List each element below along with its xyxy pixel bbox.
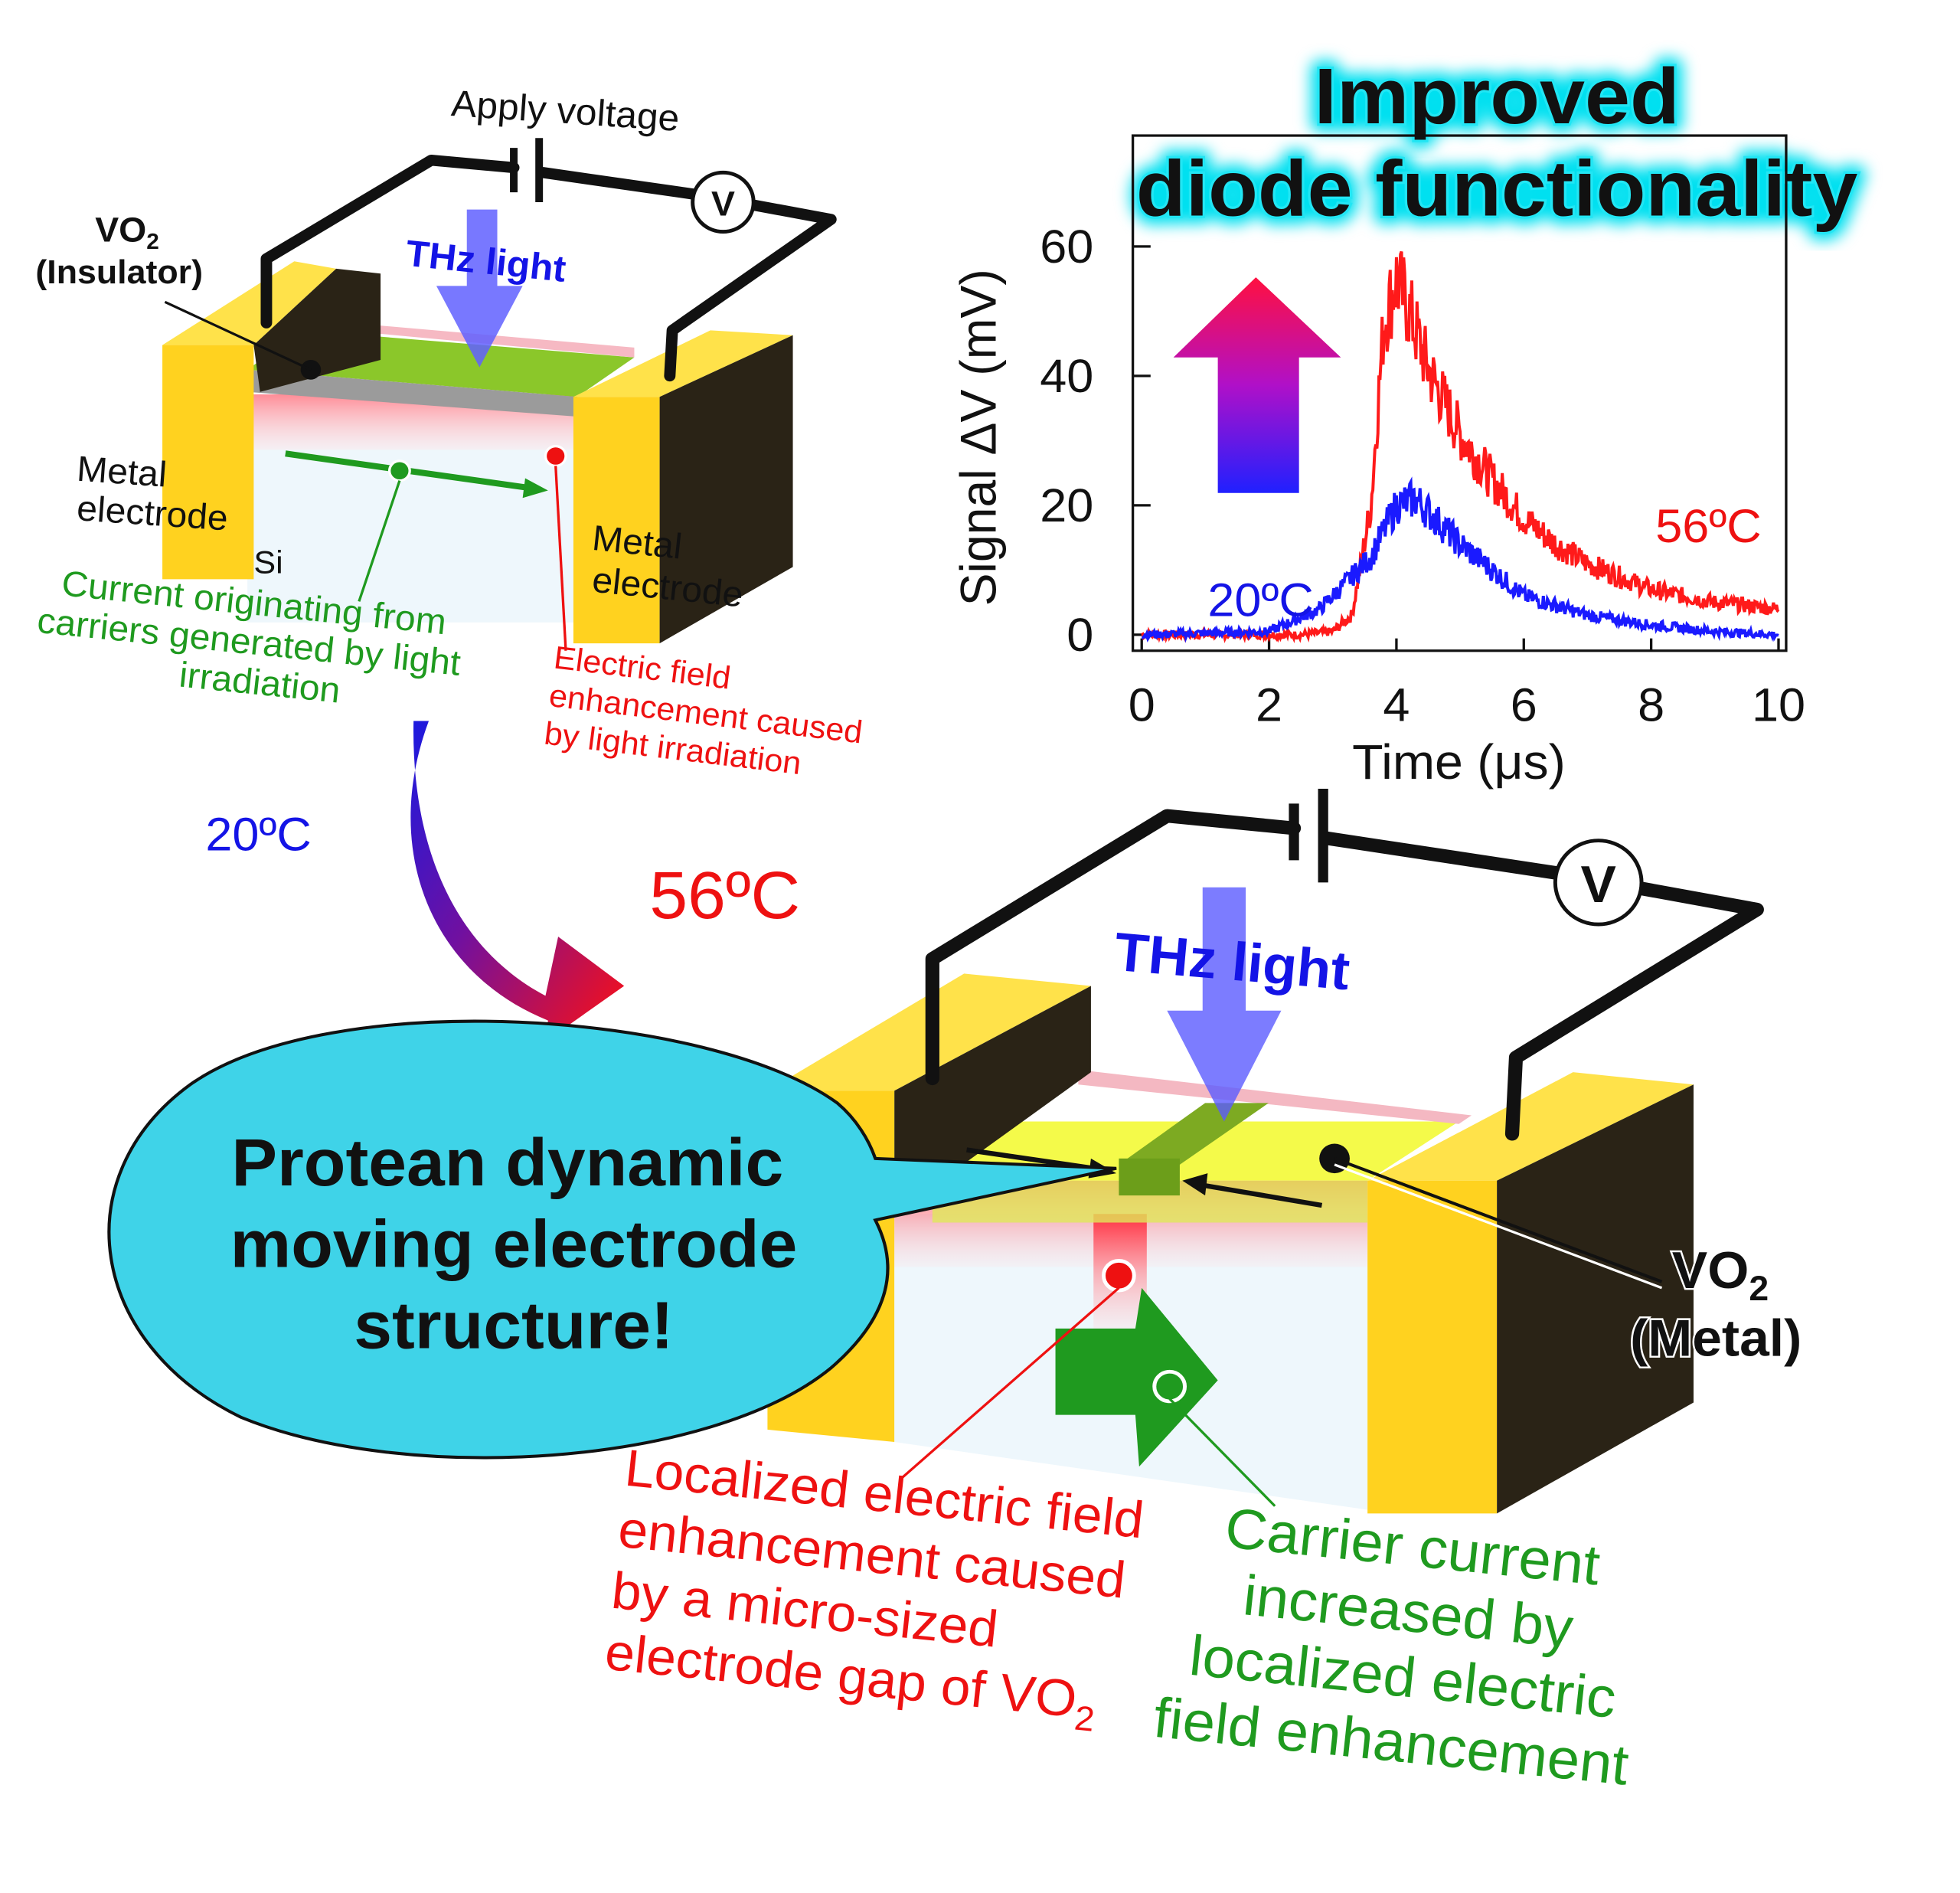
chart-xlabel: Time (μs) — [1352, 734, 1566, 790]
bottom-insulating-gap — [1119, 1103, 1269, 1165]
title-line2: diode functionality — [1136, 145, 1857, 233]
chart-y-tick-label: 60 — [1040, 221, 1093, 273]
top-green-dot — [388, 459, 411, 482]
bottom-circuit-wire — [925, 809, 1302, 1086]
callout-bubble — [107, 1019, 1117, 1460]
chart-ylabel: Signal ΔV (mV) — [950, 269, 1007, 606]
chart-y-tick-label: 0 — [1067, 610, 1093, 662]
chart-x-tick-label: 10 — [1752, 679, 1805, 731]
top-red-leader — [554, 466, 567, 651]
top-red-dot — [544, 444, 567, 467]
legend-20c: 20ºC — [1207, 575, 1313, 627]
bottom-voltmeter-label: V — [1580, 855, 1616, 914]
top-metal-right-line1: Metal — [590, 518, 684, 567]
bottom-left-electrode-side — [894, 986, 1091, 1215]
bottom-voltmeter-circle — [1553, 839, 1644, 927]
top-vo2-leader — [164, 300, 312, 371]
callout-line3: structure! — [354, 1288, 674, 1363]
bottom-right-electrode-side — [1497, 1084, 1694, 1514]
top-vo2-film-edge — [247, 369, 577, 417]
chart-x-tick-label: 2 — [1256, 679, 1282, 731]
title: Improved Improved diode functionality di… — [1127, 44, 1866, 242]
temperature-transition-arrow — [410, 721, 625, 1041]
bottom-right-inward-head — [1182, 1173, 1208, 1196]
temp-low-label: 20ºC — [205, 809, 311, 861]
bottom-device: V THz light Protean dynamic moving elect… — [107, 789, 1804, 1797]
top-current-arrow-head — [522, 478, 548, 499]
temp-high-label: 56ºC — [649, 858, 800, 933]
top-right-electrode-front — [573, 397, 660, 644]
chart-y-tick-label: 20 — [1040, 480, 1093, 532]
top-si-substrate — [247, 394, 577, 623]
top-device: V THz light Apply voltage VO2 (Insulator… — [35, 83, 864, 782]
callout: Protean dynamic moving electrode structu… — [107, 1019, 1117, 1460]
top-red-label: Electric field enhancement caused by lig… — [542, 639, 864, 781]
legend-56c: 56ºC — [1655, 501, 1761, 553]
top-vo2-state: (Insulator) — [35, 254, 203, 291]
bottom-red-dot — [1102, 1259, 1136, 1293]
signal-chart: 0 2 4 6 8 10 0 20 40 60 Time (μs) Signal ΔV (mV)… — [950, 134, 1805, 790]
top-left-electrode-front — [162, 345, 254, 580]
bottom-vo2-label: VO2 — [1672, 1241, 1769, 1308]
bottom-red-leader — [900, 1287, 1120, 1480]
apply-voltage-label: Apply voltage — [450, 83, 681, 139]
top-thz-arrow — [436, 209, 523, 368]
top-green-leader — [358, 480, 401, 602]
bottom-right-electrode-top — [1367, 1072, 1694, 1181]
chart-x-tick-label: 6 — [1511, 679, 1537, 731]
bottom-circuit-wire-right — [1318, 831, 1764, 1141]
title-line1: Improved — [1315, 52, 1680, 140]
top-circuit-wire — [260, 154, 520, 329]
bottom-vo2-dot — [1319, 1143, 1350, 1174]
chart-x-tick-labels: 0 2 4 6 8 10 — [1129, 638, 1805, 731]
chart-x-tick-label: 0 — [1129, 679, 1155, 731]
top-left-electrode-side — [253, 268, 381, 392]
bottom-green-dot — [1152, 1369, 1187, 1404]
top-thz-label: THz light — [403, 233, 567, 289]
bottom-thz-label: THz light — [1112, 922, 1353, 1002]
top-metal-left-line1: Metal — [76, 449, 168, 495]
bottom-vo2-film-front — [932, 1180, 1368, 1223]
title-line2-glow: diode functionality — [1136, 145, 1857, 233]
bottom-thz-arrow — [1167, 887, 1282, 1122]
top-voltmeter-circle — [691, 170, 756, 234]
chart-y-tick-label: 40 — [1040, 351, 1093, 403]
callout-line1: Protean dynamic — [231, 1125, 783, 1200]
bottom-red-label: Localized electric field enhancement cau… — [603, 1439, 1147, 1739]
top-si-label: Si — [253, 544, 283, 580]
chart-series-lines — [1141, 250, 1780, 644]
bottom-vo2-leader-halo — [1334, 1163, 1663, 1290]
bottom-green-label: Carrier current increased by localized e… — [1151, 1496, 1632, 1797]
bottom-pink-strip — [1078, 1069, 1472, 1124]
top-voltmeter-label: V — [711, 185, 735, 223]
chart-plot-frame — [1131, 134, 1788, 652]
top-right-electrode-side — [659, 335, 793, 644]
bottom-right-electrode-front — [1367, 1180, 1498, 1514]
chart-y-tick-labels: 0 20 40 60 — [1040, 221, 1151, 662]
bottom-gap-block — [1119, 1158, 1180, 1196]
chart-x-tick-label: 4 — [1383, 679, 1410, 731]
bottom-vo2-state: (Metal) — [1630, 1309, 1802, 1367]
increase-arrow — [1173, 277, 1341, 493]
bottom-right-inward-arrow — [1204, 1183, 1323, 1208]
callout-line2: moving electrode — [230, 1207, 798, 1282]
bottom-green-leader — [1168, 1398, 1276, 1507]
bottom-carrier-current-arrow — [1055, 1287, 1218, 1467]
bottom-vo2-leader — [1334, 1156, 1663, 1283]
chart-x-tick-label: 8 — [1638, 679, 1664, 731]
top-left-electrode-top — [162, 261, 337, 345]
title-line1-glow: Improved — [1315, 52, 1680, 140]
top-right-electrode-top — [573, 330, 793, 397]
top-vo2-label: VO2 — [95, 211, 159, 254]
chart-series-20c-line — [1142, 476, 1779, 643]
top-circuit-wire-right — [537, 167, 837, 382]
